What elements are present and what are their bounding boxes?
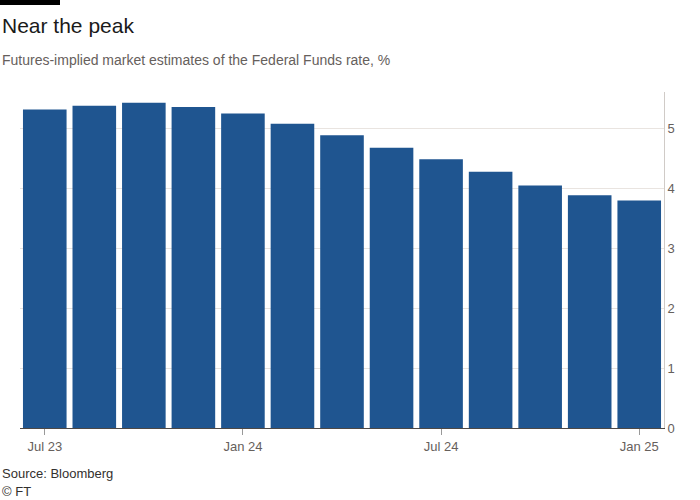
svg-text:© FT: © FT (2, 484, 31, 499)
svg-text:Jul 23: Jul 23 (27, 439, 62, 454)
svg-text:Jul 24: Jul 24 (424, 439, 459, 454)
svg-text:Source: Bloomberg: Source: Bloomberg (2, 466, 113, 481)
svg-text:Jan 25: Jan 25 (620, 439, 659, 454)
svg-text:4: 4 (668, 181, 675, 196)
svg-text:5: 5 (668, 121, 675, 136)
svg-text:3: 3 (668, 241, 675, 256)
svg-text:2: 2 (668, 301, 675, 316)
svg-text:1: 1 (668, 361, 675, 376)
svg-text:Near the peak: Near the peak (2, 14, 134, 37)
svg-text:0: 0 (668, 421, 675, 436)
svg-text:Jan 24: Jan 24 (223, 439, 262, 454)
svg-text:Futures-implied market estimat: Futures-implied market estimates of the … (2, 52, 390, 68)
